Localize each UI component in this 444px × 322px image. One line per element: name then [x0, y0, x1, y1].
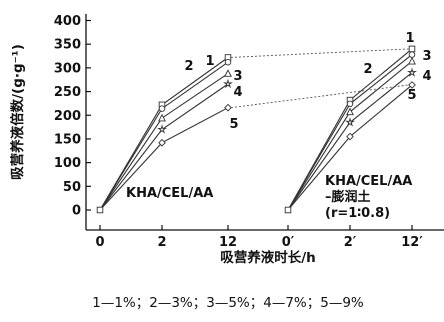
x-tick-label: 0′ [282, 235, 295, 250]
series-label-1-3: 3 [233, 69, 242, 84]
data-point-1-1 [96, 206, 104, 214]
x-tick-label: 0 [95, 235, 104, 250]
y-tick-label: 250 [54, 85, 81, 100]
data-point-2-4 [407, 67, 417, 77]
data-point-1-3 [158, 113, 166, 122]
series-label-2-2: 2 [363, 62, 372, 77]
data-point-1-5 [224, 103, 232, 112]
series-label-2-1: 1 [405, 31, 414, 46]
series-label-2-4: 4 [422, 69, 431, 84]
data-point-1-3 [224, 69, 232, 77]
data-point-1-2 [158, 105, 166, 112]
x-tick-label: 2′ [344, 235, 357, 250]
series-label-1-5: 5 [229, 117, 238, 132]
group-label-1: KHA/CEL/AA [126, 186, 213, 201]
data-point-2-2 [346, 100, 354, 108]
y-tick-label: 150 [54, 132, 81, 147]
series-label-1-4: 4 [233, 85, 242, 100]
group-label-2: (r=1∶0.8) [325, 206, 390, 221]
data-point-2-5 [408, 81, 416, 89]
x-tick-label: 12 [219, 235, 237, 250]
y-tick-label: 200 [54, 109, 81, 124]
x-tick-label: 12′ [401, 235, 423, 250]
chart-labels: 1234512345KHA/CEL/AAKHA/CEL/AA–膨润土(r=1∶0… [126, 31, 432, 221]
y-tick-label: 0 [72, 204, 81, 219]
legend: 1—1%；2—3%；3—5%；4—7%；5—9% [92, 295, 364, 311]
connector-line-1 [230, 48, 410, 58]
data-point-2-5 [346, 132, 354, 141]
data-point-1-2 [224, 58, 232, 66]
data-point-2-3 [408, 56, 416, 65]
data-point-2-1 [408, 45, 416, 53]
series-label-2-5: 5 [407, 88, 416, 103]
connector-line-5 [230, 84, 410, 109]
group-label-2: –膨润土 [325, 189, 371, 205]
y-tick-label: 350 [54, 38, 81, 53]
plot-area [96, 45, 417, 214]
y-tick-label: 50 [63, 180, 81, 195]
series-label-2-3: 3 [422, 49, 431, 64]
y-tick-label: 100 [54, 156, 81, 171]
y-axis-title: 吸营养液倍数/(g·g⁻¹) [9, 44, 26, 180]
x-axis-title: 吸营养液时长/h [220, 249, 316, 266]
series-label-1-2: 2 [184, 59, 193, 74]
data-point-2-1 [284, 206, 292, 214]
data-point-2-2 [408, 51, 416, 58]
data-point-1-5 [158, 138, 166, 147]
y-tick-label: 400 [54, 14, 81, 29]
y-tick-label: 300 [54, 61, 81, 76]
data-point-1-4 [157, 124, 167, 134]
x-tick-label: 2 [157, 235, 166, 250]
data-point-2-4 [345, 117, 355, 127]
group-label-2: KHA/CEL/AA [325, 174, 412, 189]
data-point-2-3 [346, 107, 354, 116]
series-label-1-1: 1 [205, 54, 214, 69]
data-point-1-4 [223, 78, 233, 89]
